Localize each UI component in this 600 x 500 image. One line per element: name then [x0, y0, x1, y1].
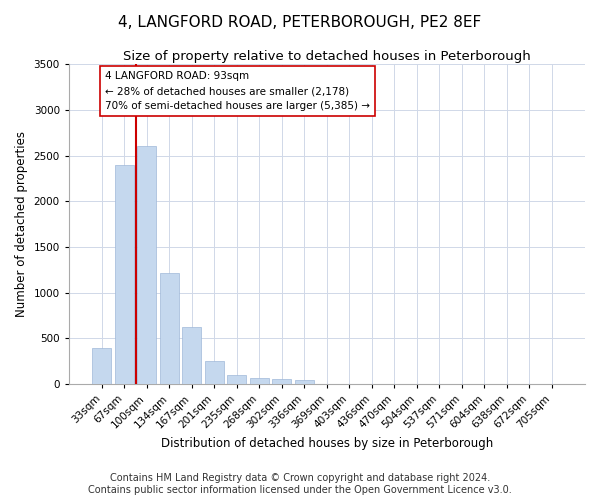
Text: 4, LANGFORD ROAD, PETERBOROUGH, PE2 8EF: 4, LANGFORD ROAD, PETERBOROUGH, PE2 8EF — [118, 15, 482, 30]
Bar — [137, 146, 157, 384]
Bar — [227, 375, 247, 384]
Text: 4 LANGFORD ROAD: 93sqm
← 28% of detached houses are smaller (2,178)
70% of semi-: 4 LANGFORD ROAD: 93sqm ← 28% of detached… — [105, 72, 370, 111]
Bar — [272, 378, 292, 384]
Bar — [295, 380, 314, 384]
Bar — [182, 328, 202, 384]
Bar — [160, 272, 179, 384]
Bar — [250, 378, 269, 384]
Title: Size of property relative to detached houses in Peterborough: Size of property relative to detached ho… — [123, 50, 531, 63]
Y-axis label: Number of detached properties: Number of detached properties — [15, 131, 28, 317]
Bar — [92, 348, 112, 384]
Bar — [115, 164, 134, 384]
Bar — [205, 362, 224, 384]
Text: Contains HM Land Registry data © Crown copyright and database right 2024.
Contai: Contains HM Land Registry data © Crown c… — [88, 474, 512, 495]
X-axis label: Distribution of detached houses by size in Peterborough: Distribution of detached houses by size … — [161, 437, 493, 450]
